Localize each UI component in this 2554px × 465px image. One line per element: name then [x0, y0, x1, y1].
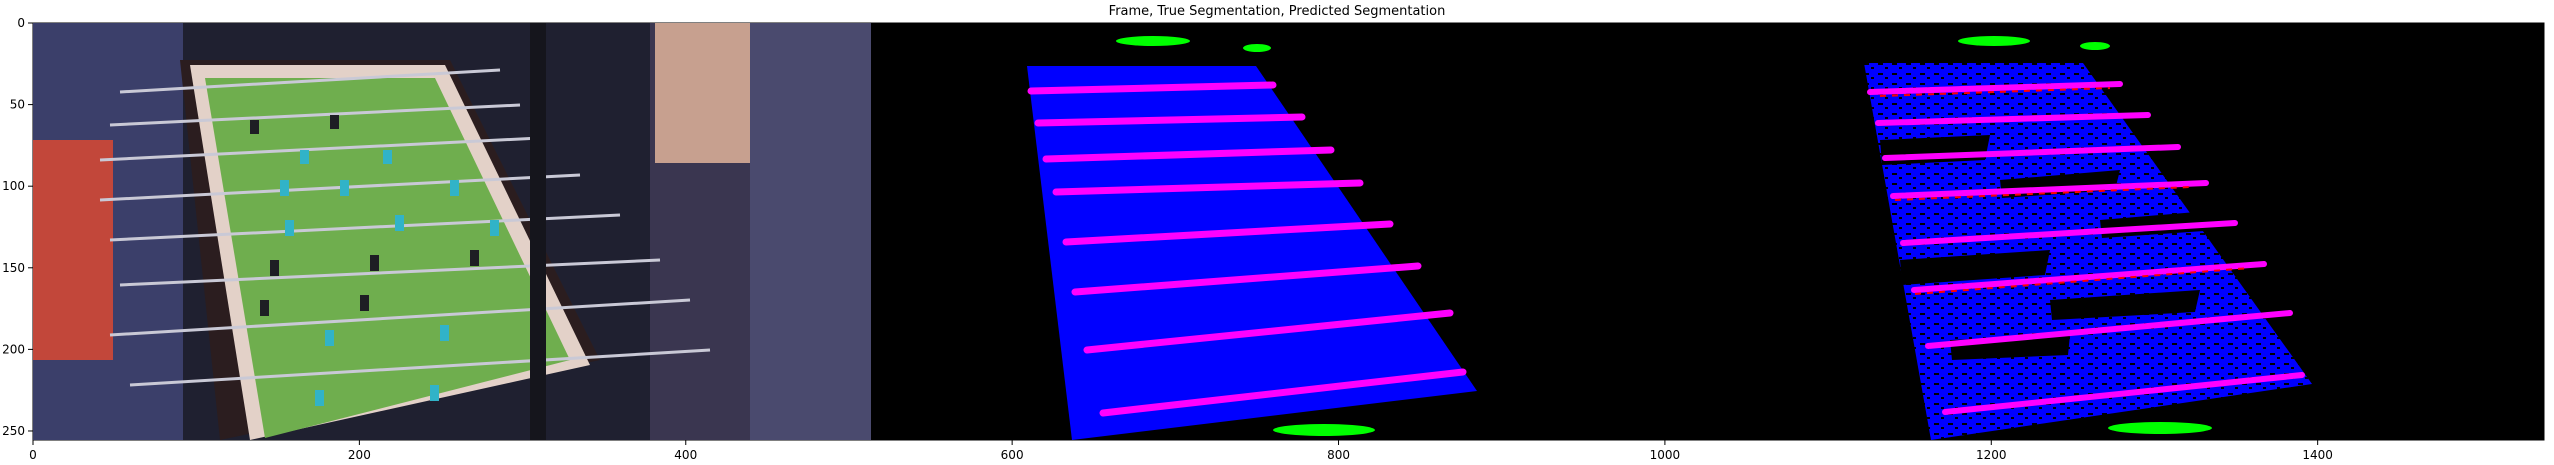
- photo-figures: [280, 150, 499, 406]
- x-tick-label: 600: [1001, 448, 1024, 462]
- y-tick-label: 100: [2, 179, 25, 193]
- predicted-segmentation: [1864, 36, 2312, 440]
- y-tick-label: 150: [2, 261, 25, 275]
- predicted-rods: [1867, 81, 2305, 415]
- predicted-rod-noise: [1879, 87, 2251, 295]
- true-segmentation: [1027, 36, 1477, 440]
- x-tick-label: 0: [29, 448, 37, 462]
- x-tick-label: 200: [348, 448, 371, 462]
- y-tick-label: 250: [2, 424, 25, 438]
- y-tick-label: 0: [17, 16, 25, 30]
- x-tick-label: 1200: [1976, 448, 2007, 462]
- frame-photo: [33, 23, 871, 440]
- x-tick-label: 1400: [2302, 448, 2333, 462]
- x-tick-label: 800: [1327, 448, 1350, 462]
- figure-title: Frame, True Segmentation, Predicted Segm…: [1108, 4, 1446, 19]
- pitch: [205, 78, 570, 438]
- y-tick-label: 200: [2, 342, 25, 356]
- predicted-ball-regions: [1958, 36, 2212, 434]
- x-axis: 0 200 400 600 800 1000 1200 1400: [29, 440, 2333, 462]
- true-rods: [1027, 81, 1467, 417]
- y-axis: 0 50 100 150 200 250: [2, 16, 33, 438]
- x-tick-label: 400: [674, 448, 697, 462]
- true-ball-regions: [1116, 36, 1375, 436]
- y-tick-label: 50: [10, 98, 25, 112]
- x-tick-label: 1000: [1650, 448, 1681, 462]
